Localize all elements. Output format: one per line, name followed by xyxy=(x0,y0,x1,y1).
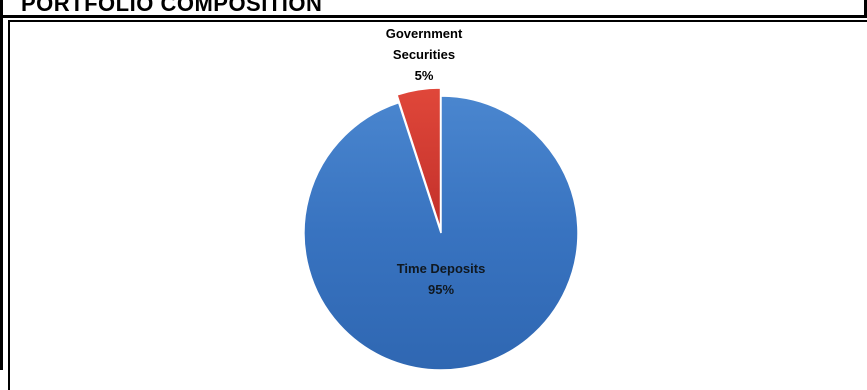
data-label-government-line2: Securities xyxy=(393,47,455,62)
pie-chart: Government Securities 5% Time Deposits 95% xyxy=(303,26,579,370)
data-label-time-deposits-name: Time Deposits xyxy=(397,261,486,276)
data-label-government-line1: Government xyxy=(386,26,463,41)
chart-area xyxy=(8,20,867,390)
page-title: PORTFOLIO COMPOSITION xyxy=(21,0,323,16)
data-label-government-value: 5% xyxy=(415,68,434,83)
pie-slice-government-securities xyxy=(396,87,442,230)
data-label-time-deposits-value: 95% xyxy=(428,282,454,297)
left-border xyxy=(0,0,3,370)
pie-slice-time-deposits xyxy=(303,95,579,370)
title-bar: PORTFOLIO COMPOSITION xyxy=(0,0,867,18)
